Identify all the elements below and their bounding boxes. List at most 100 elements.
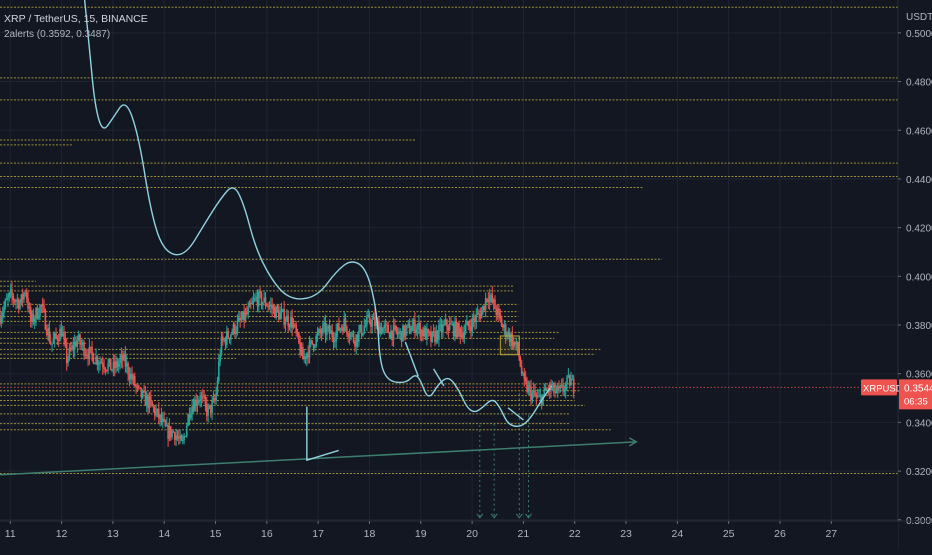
price-axis-panel[interactable] bbox=[898, 0, 932, 550]
candle-body bbox=[124, 353, 127, 367]
candle-body bbox=[32, 313, 35, 323]
annotation-rectangle[interactable] bbox=[499, 335, 520, 356]
candle-body bbox=[472, 318, 475, 321]
candle-body bbox=[4, 300, 7, 308]
symbol-title[interactable]: XRP / TetherUS, 15, BINANCE bbox=[4, 13, 148, 25]
candle-body bbox=[320, 332, 323, 334]
projection-stroke[interactable] bbox=[404, 341, 419, 377]
candle-body bbox=[247, 307, 249, 314]
candle-body bbox=[292, 324, 295, 328]
candle-body bbox=[330, 330, 332, 334]
candle-body bbox=[246, 312, 248, 314]
candle-body bbox=[188, 414, 191, 418]
candle-body bbox=[252, 300, 255, 303]
candle-body bbox=[201, 395, 204, 397]
dotted-vertical-arrowhead bbox=[476, 513, 484, 519]
candle-body bbox=[534, 390, 536, 396]
candle-body bbox=[464, 325, 467, 333]
candle-body bbox=[17, 299, 20, 309]
v-arrow-drawing[interactable] bbox=[306, 406, 339, 462]
candle-body bbox=[374, 317, 376, 327]
candle-body bbox=[314, 345, 316, 348]
candle-body bbox=[235, 331, 237, 334]
candle-body bbox=[428, 331, 431, 333]
symbol-badge[interactable] bbox=[861, 379, 897, 396]
candle-body bbox=[85, 354, 88, 356]
candle-body bbox=[394, 325, 396, 327]
candle-body bbox=[204, 397, 207, 405]
candle-body bbox=[115, 361, 117, 369]
trend-line[interactable] bbox=[0, 441, 637, 476]
candle-body bbox=[136, 385, 139, 387]
candle-body bbox=[93, 363, 96, 365]
candle-body bbox=[268, 305, 271, 307]
candle-body bbox=[315, 335, 317, 346]
candle-body bbox=[108, 358, 111, 364]
candle-body bbox=[332, 337, 335, 343]
time-axis-panel[interactable] bbox=[0, 521, 898, 550]
candle-body bbox=[327, 325, 330, 329]
candle-body bbox=[120, 354, 123, 360]
candle-body bbox=[60, 328, 63, 337]
candle-body bbox=[415, 329, 418, 333]
candle-body bbox=[451, 324, 454, 326]
candle-body bbox=[303, 356, 305, 360]
candle-body bbox=[304, 356, 307, 360]
candle-body bbox=[480, 310, 483, 319]
candle-body bbox=[242, 311, 244, 320]
candle-body bbox=[302, 346, 304, 360]
candle-body bbox=[87, 355, 89, 360]
candle-body bbox=[251, 302, 253, 305]
candle-body bbox=[434, 331, 436, 343]
candle-body bbox=[316, 333, 319, 336]
candle-body bbox=[287, 315, 289, 326]
candle-body bbox=[306, 353, 308, 360]
candle-body bbox=[243, 311, 245, 321]
projection-stroke[interactable] bbox=[507, 407, 524, 421]
candle-body bbox=[444, 319, 447, 324]
candle-body bbox=[209, 404, 212, 413]
candle-body bbox=[351, 333, 354, 335]
candle-body bbox=[36, 307, 39, 319]
candle-body bbox=[24, 292, 27, 294]
candle-body bbox=[272, 307, 275, 309]
candle-body bbox=[364, 324, 367, 327]
candle-body bbox=[355, 334, 358, 347]
candle-body bbox=[61, 333, 64, 337]
candle-body bbox=[234, 324, 236, 334]
candle-body bbox=[276, 306, 279, 311]
candle-body bbox=[458, 323, 460, 329]
candle-body bbox=[208, 404, 211, 408]
candle-body bbox=[116, 361, 119, 367]
candle-body bbox=[173, 432, 176, 440]
candle-body bbox=[193, 399, 196, 412]
candle-body bbox=[572, 378, 575, 394]
candle-body bbox=[411, 326, 414, 332]
projection-stroke[interactable] bbox=[433, 368, 445, 387]
candle-body bbox=[97, 363, 100, 365]
projection-path-drawing[interactable] bbox=[83, 0, 553, 427]
chart-legend: XRP / TetherUS, 15, BINANCE 2alerts (0.3… bbox=[4, 11, 148, 43]
candle-body bbox=[570, 379, 572, 386]
candle-body bbox=[539, 395, 542, 397]
candle-body bbox=[262, 302, 264, 306]
candle-body bbox=[181, 440, 184, 442]
candle-body bbox=[419, 323, 422, 337]
candle-body bbox=[400, 331, 403, 342]
candle-body bbox=[196, 402, 199, 406]
candle-body bbox=[322, 324, 324, 334]
indicator-legend[interactable]: 2alerts (0.3592, 0.3487) bbox=[4, 29, 111, 40]
candle-body bbox=[239, 317, 241, 321]
time-tick-label: 23 bbox=[620, 528, 632, 540]
candle-body bbox=[298, 332, 300, 343]
candle-body bbox=[123, 353, 125, 361]
last-price-label[interactable] bbox=[899, 379, 932, 410]
candle-body bbox=[466, 321, 468, 326]
candle-body bbox=[436, 330, 439, 340]
candle-body bbox=[164, 420, 167, 427]
candle-body bbox=[100, 361, 103, 364]
